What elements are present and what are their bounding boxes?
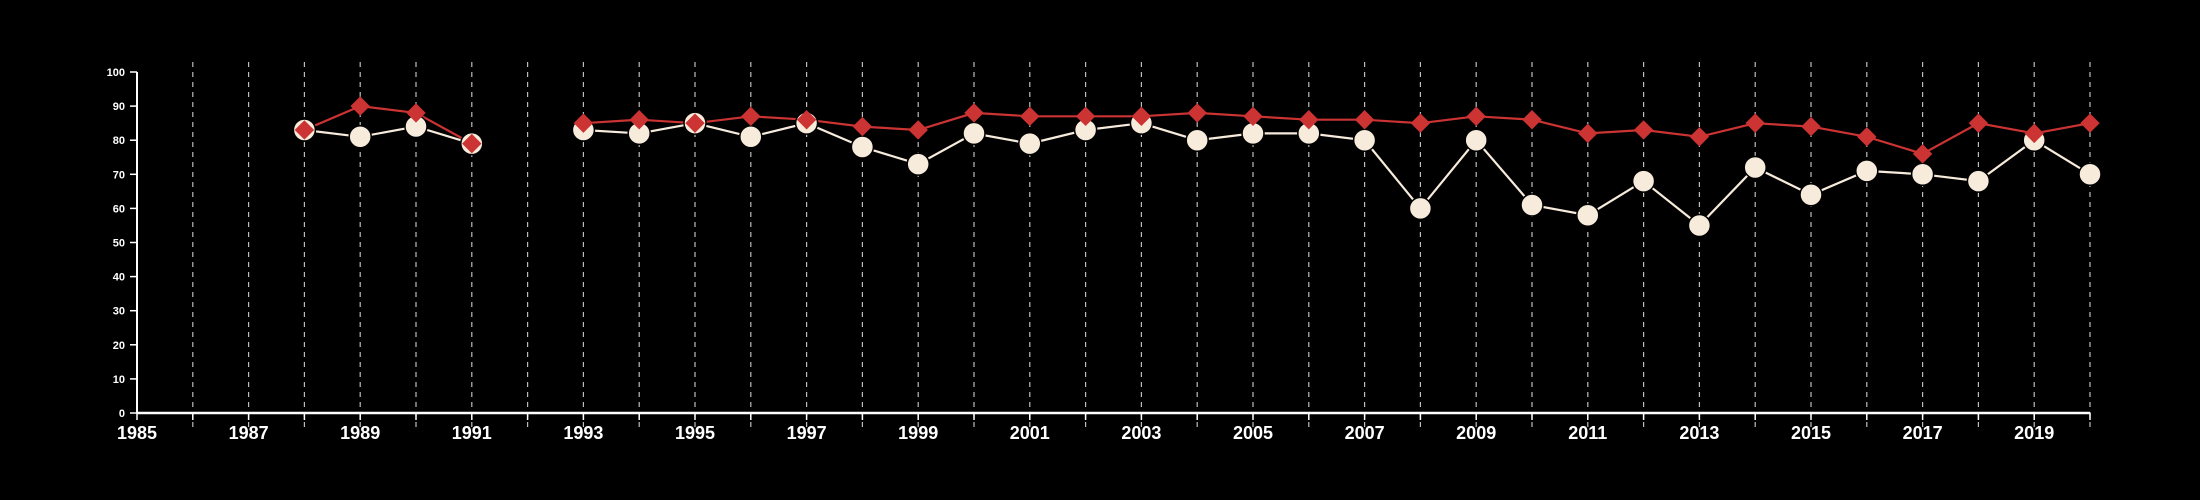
data-point-circle: [1910, 162, 1935, 187]
x-tick-label: 1985: [117, 423, 157, 443]
x-tick-label: 2019: [2014, 423, 2054, 443]
data-point-diamond: [629, 110, 649, 130]
x-tick-label: 2009: [1456, 423, 1496, 443]
x-tick-label: 1997: [787, 423, 827, 443]
y-tick-label: 90: [113, 101, 125, 113]
data-point-diamond: [350, 96, 370, 116]
x-tick-label: 2003: [1121, 423, 1161, 443]
data-point-diamond: [1466, 106, 1486, 127]
data-point-diamond: [1020, 106, 1040, 127]
x-tick-label: 1989: [340, 423, 380, 443]
data-point-circle: [1464, 128, 1488, 152]
data-point-circle: [1408, 196, 1433, 221]
data-point-diamond: [964, 103, 984, 123]
series-line: [304, 125, 473, 145]
x-tick-label: 1999: [898, 423, 938, 443]
data-point-diamond: [2024, 123, 2044, 144]
x-tick-label: 2015: [1791, 423, 1831, 443]
data-point-diamond: [294, 120, 315, 140]
data-point-diamond: [1354, 110, 1375, 130]
x-tick-label: 1993: [563, 423, 603, 443]
data-point-circle: [850, 135, 875, 159]
data-point-diamond: [1968, 113, 1989, 133]
data-point-circle: [906, 152, 930, 176]
data-point-circle: [1576, 203, 1600, 227]
data-point-diamond: [1131, 106, 1152, 127]
data-point-diamond: [852, 116, 873, 137]
data-point-circle: [962, 121, 986, 146]
y-tick-label: 10: [113, 374, 125, 386]
series-markers: [292, 96, 2102, 238]
data-point-circle: [2078, 162, 2102, 187]
series-lines: [303, 104, 2091, 227]
y-tick-label: 50: [113, 238, 125, 250]
x-tick-label: 2005: [1233, 423, 1273, 443]
y-tick-label: 100: [107, 67, 125, 79]
data-point-circle: [739, 125, 763, 149]
data-point-diamond: [685, 113, 705, 133]
data-point-diamond: [1745, 113, 1765, 133]
data-point-diamond: [406, 103, 426, 123]
data-point-diamond: [1689, 127, 1710, 147]
data-point-diamond: [2080, 113, 2100, 133]
data-point-diamond: [741, 106, 761, 127]
data-point-diamond: [462, 133, 482, 154]
series-line: [583, 111, 2091, 155]
x-tick-label: 1991: [452, 423, 492, 443]
data-point-circle: [1743, 155, 1767, 180]
data-point-diamond: [1299, 110, 1319, 130]
x-tick-label: 2017: [1903, 423, 1943, 443]
x-tick-label: 1995: [675, 423, 715, 443]
data-point-circle: [1185, 128, 1209, 152]
data-point-diamond: [1578, 123, 1598, 144]
data-point-circle: [1855, 159, 1879, 183]
data-point-diamond: [573, 113, 594, 133]
axes: 0 10 20 30 40 50 60 70 80 90 100 1985 1987 1989 1991 19…: [107, 67, 2091, 443]
y-tick-label: 30: [113, 306, 125, 318]
data-point-diamond: [1243, 106, 1263, 127]
y-tick-label: 20: [113, 340, 125, 352]
data-point-circle: [1966, 169, 1991, 193]
x-tick-label: 2011: [1568, 423, 1607, 443]
data-point-circle: [1352, 128, 1377, 152]
y-tick-label: 0: [119, 408, 125, 420]
data-point-circle: [348, 125, 372, 149]
y-tick-label: 60: [113, 203, 125, 215]
y-tick-label: 40: [113, 272, 125, 284]
data-point-circle: [1799, 183, 1823, 207]
series-line: [303, 104, 473, 145]
data-point-diamond: [1857, 127, 1877, 147]
y-tick-label: 70: [113, 169, 125, 181]
data-point-circle: [1631, 169, 1656, 193]
data-point-diamond: [1522, 110, 1542, 130]
data-point-diamond: [1410, 113, 1431, 133]
series-line: [583, 122, 2091, 227]
data-point-diamond: [1187, 103, 1207, 123]
data-point-diamond: [1801, 116, 1821, 137]
data-point-circle: [1520, 193, 1544, 217]
y-tick-label: 80: [113, 135, 125, 147]
x-tick-label: 2001: [1010, 423, 1050, 443]
data-point-circle: [1687, 213, 1712, 238]
data-point-diamond: [796, 110, 817, 130]
x-tick-label: 1987: [229, 423, 269, 443]
x-tick-label: 2007: [1345, 423, 1385, 443]
data-point-diamond: [1633, 120, 1654, 140]
data-point-diamond: [908, 120, 928, 140]
x-tick-label: 2013: [1679, 423, 1719, 443]
data-point-diamond: [1075, 106, 1096, 127]
data-point-diamond: [1912, 144, 1933, 164]
data-point-circle: [1018, 131, 1042, 156]
